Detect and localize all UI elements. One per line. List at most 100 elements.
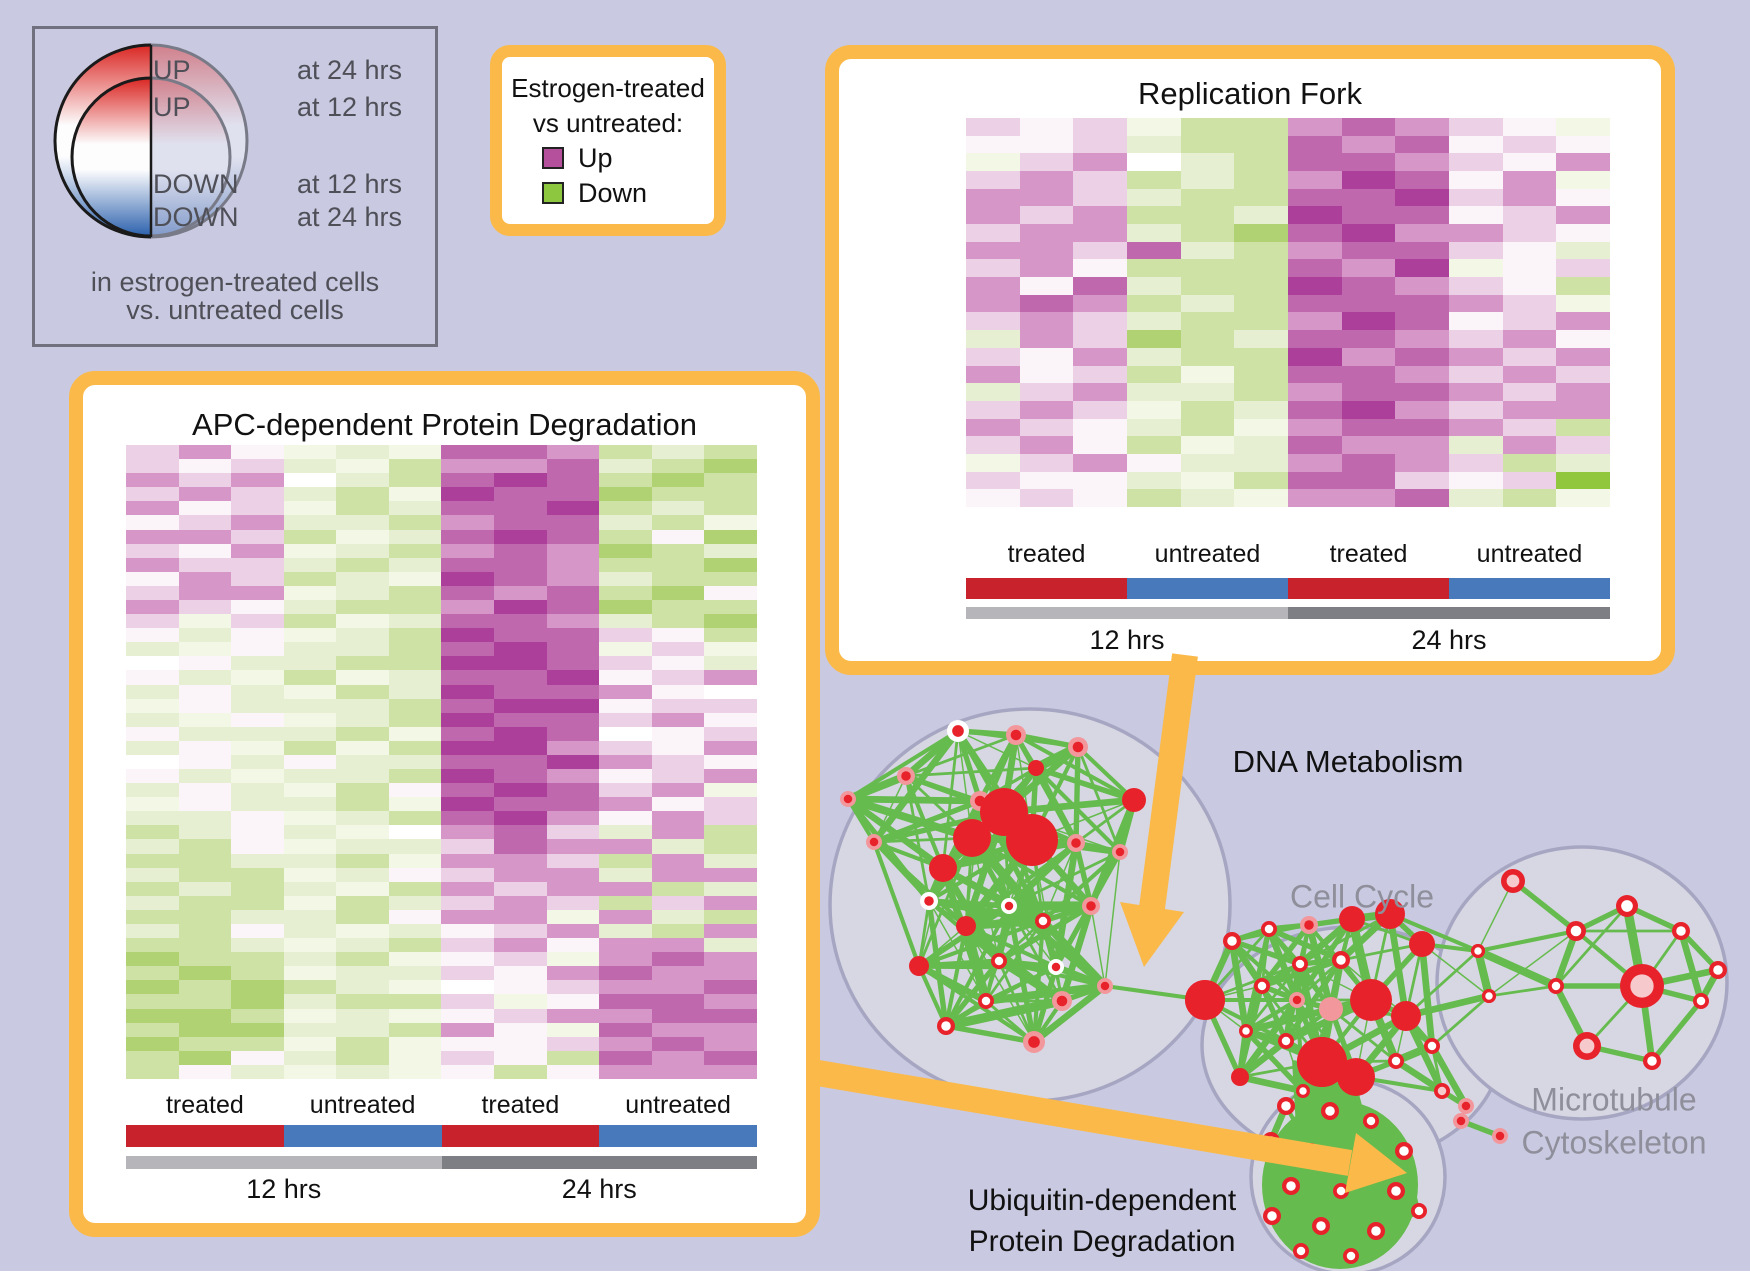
heatmap-cell	[494, 952, 547, 967]
heatmap-cell	[1073, 118, 1127, 136]
heatmap-cell	[1341, 206, 1396, 225]
heatmap-cell	[1556, 312, 1610, 331]
heatmap-cell	[388, 628, 442, 643]
network-edge	[871, 728, 961, 845]
heatmap-cell	[336, 656, 389, 671]
heatmap-cell	[1502, 365, 1557, 384]
network-node-core	[1336, 1186, 1346, 1196]
heatmap-cell	[966, 224, 1020, 242]
heatmap-cell	[441, 825, 495, 840]
updown-time-label: at 24 hrs	[296, 201, 402, 232]
network-edge	[1476, 947, 1558, 990]
heatmap-cell	[494, 980, 547, 995]
network-edge	[971, 834, 1077, 847]
heatmap-cell	[651, 839, 705, 854]
heatmap-cell	[126, 938, 179, 953]
network-edge	[1320, 998, 1373, 1064]
rf-time-labels: 12 hrs 24 hrs	[966, 625, 1610, 656]
network-node-core	[1647, 1056, 1657, 1066]
heatmap-cell	[283, 966, 337, 981]
heatmap-cell	[178, 712, 232, 727]
heatmap-cell	[494, 909, 547, 925]
network-edge	[873, 836, 973, 844]
network-edge	[918, 958, 1000, 969]
bottom-white-strip	[0, 1271, 1750, 1279]
network-node	[1097, 978, 1113, 994]
condition-bar-segment	[1127, 578, 1288, 599]
network-node	[1292, 956, 1308, 972]
network-edge	[918, 867, 944, 967]
heatmap-cell	[1127, 259, 1181, 278]
heatmap-cell	[126, 853, 179, 868]
network-edge	[1270, 1109, 1331, 1143]
heatmap-cell	[546, 783, 600, 798]
heatmap-cell	[283, 783, 337, 798]
heatmap-cell	[126, 839, 179, 854]
cluster-ellipse-dna-metabolism	[828, 707, 1232, 1103]
network-edge	[1237, 998, 1300, 1079]
network-edge	[1090, 905, 1106, 987]
network-node-core	[1456, 1116, 1466, 1126]
heatmap-cell	[1019, 118, 1074, 136]
heatmap-cell	[178, 811, 232, 826]
heatmap-cell	[178, 445, 232, 460]
heatmap-cell	[704, 529, 757, 544]
heatmap-cell	[388, 754, 442, 770]
apc-time-bar	[126, 1156, 757, 1169]
heatmap-cell	[178, 938, 232, 953]
network-edge	[1076, 745, 1136, 802]
heatmap-cell	[231, 994, 284, 1009]
network-edge	[1090, 851, 1121, 907]
network-edge	[1271, 1213, 1322, 1229]
time-bar-segment	[966, 607, 1288, 619]
heatmap-cell	[178, 628, 232, 643]
condition-label: treated	[165, 1091, 244, 1119]
network-edge	[962, 810, 1008, 928]
heatmap-cell	[1395, 471, 1449, 490]
heatmap-cell	[1180, 330, 1235, 348]
heatmap-cell	[651, 1008, 705, 1023]
network-edge	[1298, 924, 1311, 965]
network-edge	[1245, 1028, 1287, 1044]
network-node-core	[1485, 992, 1493, 1000]
heatmap-cell	[966, 330, 1020, 348]
heatmap-cell	[599, 614, 652, 629]
network-edge	[1008, 905, 1057, 968]
network-node	[1548, 978, 1564, 994]
heatmap-cell	[1556, 383, 1610, 401]
heatmap-cell	[441, 909, 495, 925]
heatmap-cell	[651, 825, 705, 840]
heatmap-cell	[546, 487, 600, 502]
heatmap-cell	[441, 599, 495, 615]
heatmap-cell	[231, 754, 284, 770]
heatmap-cell	[441, 1022, 495, 1037]
heatmap-cell	[1234, 118, 1288, 136]
heatmap-cell	[283, 628, 337, 643]
network-node-core	[1100, 981, 1110, 991]
heatmap-cell	[704, 1050, 757, 1065]
heatmap-cell	[231, 642, 284, 657]
network-edge	[978, 800, 1011, 907]
heatmap-cell	[651, 628, 705, 643]
heatmap-cell	[1019, 400, 1074, 419]
heatmap-cell	[494, 487, 547, 502]
network-edge	[943, 959, 1002, 1028]
network-edge	[1622, 905, 1647, 987]
updown-direction-label: UP	[153, 91, 191, 122]
network-edge	[1030, 746, 1080, 841]
network-node-core	[1506, 874, 1520, 888]
network-node-core	[1495, 1131, 1505, 1141]
heatmap-cell	[704, 614, 757, 629]
color-key-item: Down	[542, 178, 647, 208]
heatmap-cell	[388, 1050, 442, 1065]
heatmap-cell	[336, 1064, 389, 1079]
network-edge	[1373, 1189, 1399, 1233]
network-edge	[1073, 746, 1081, 844]
heatmap-cell	[494, 670, 547, 685]
network-edge	[1061, 983, 1106, 1004]
heatmap-cell	[599, 684, 652, 699]
heatmap-cell	[599, 783, 652, 798]
heatmap-cell	[126, 515, 179, 530]
heatmap-cell	[1502, 224, 1557, 242]
network-edge	[1298, 1223, 1324, 1254]
